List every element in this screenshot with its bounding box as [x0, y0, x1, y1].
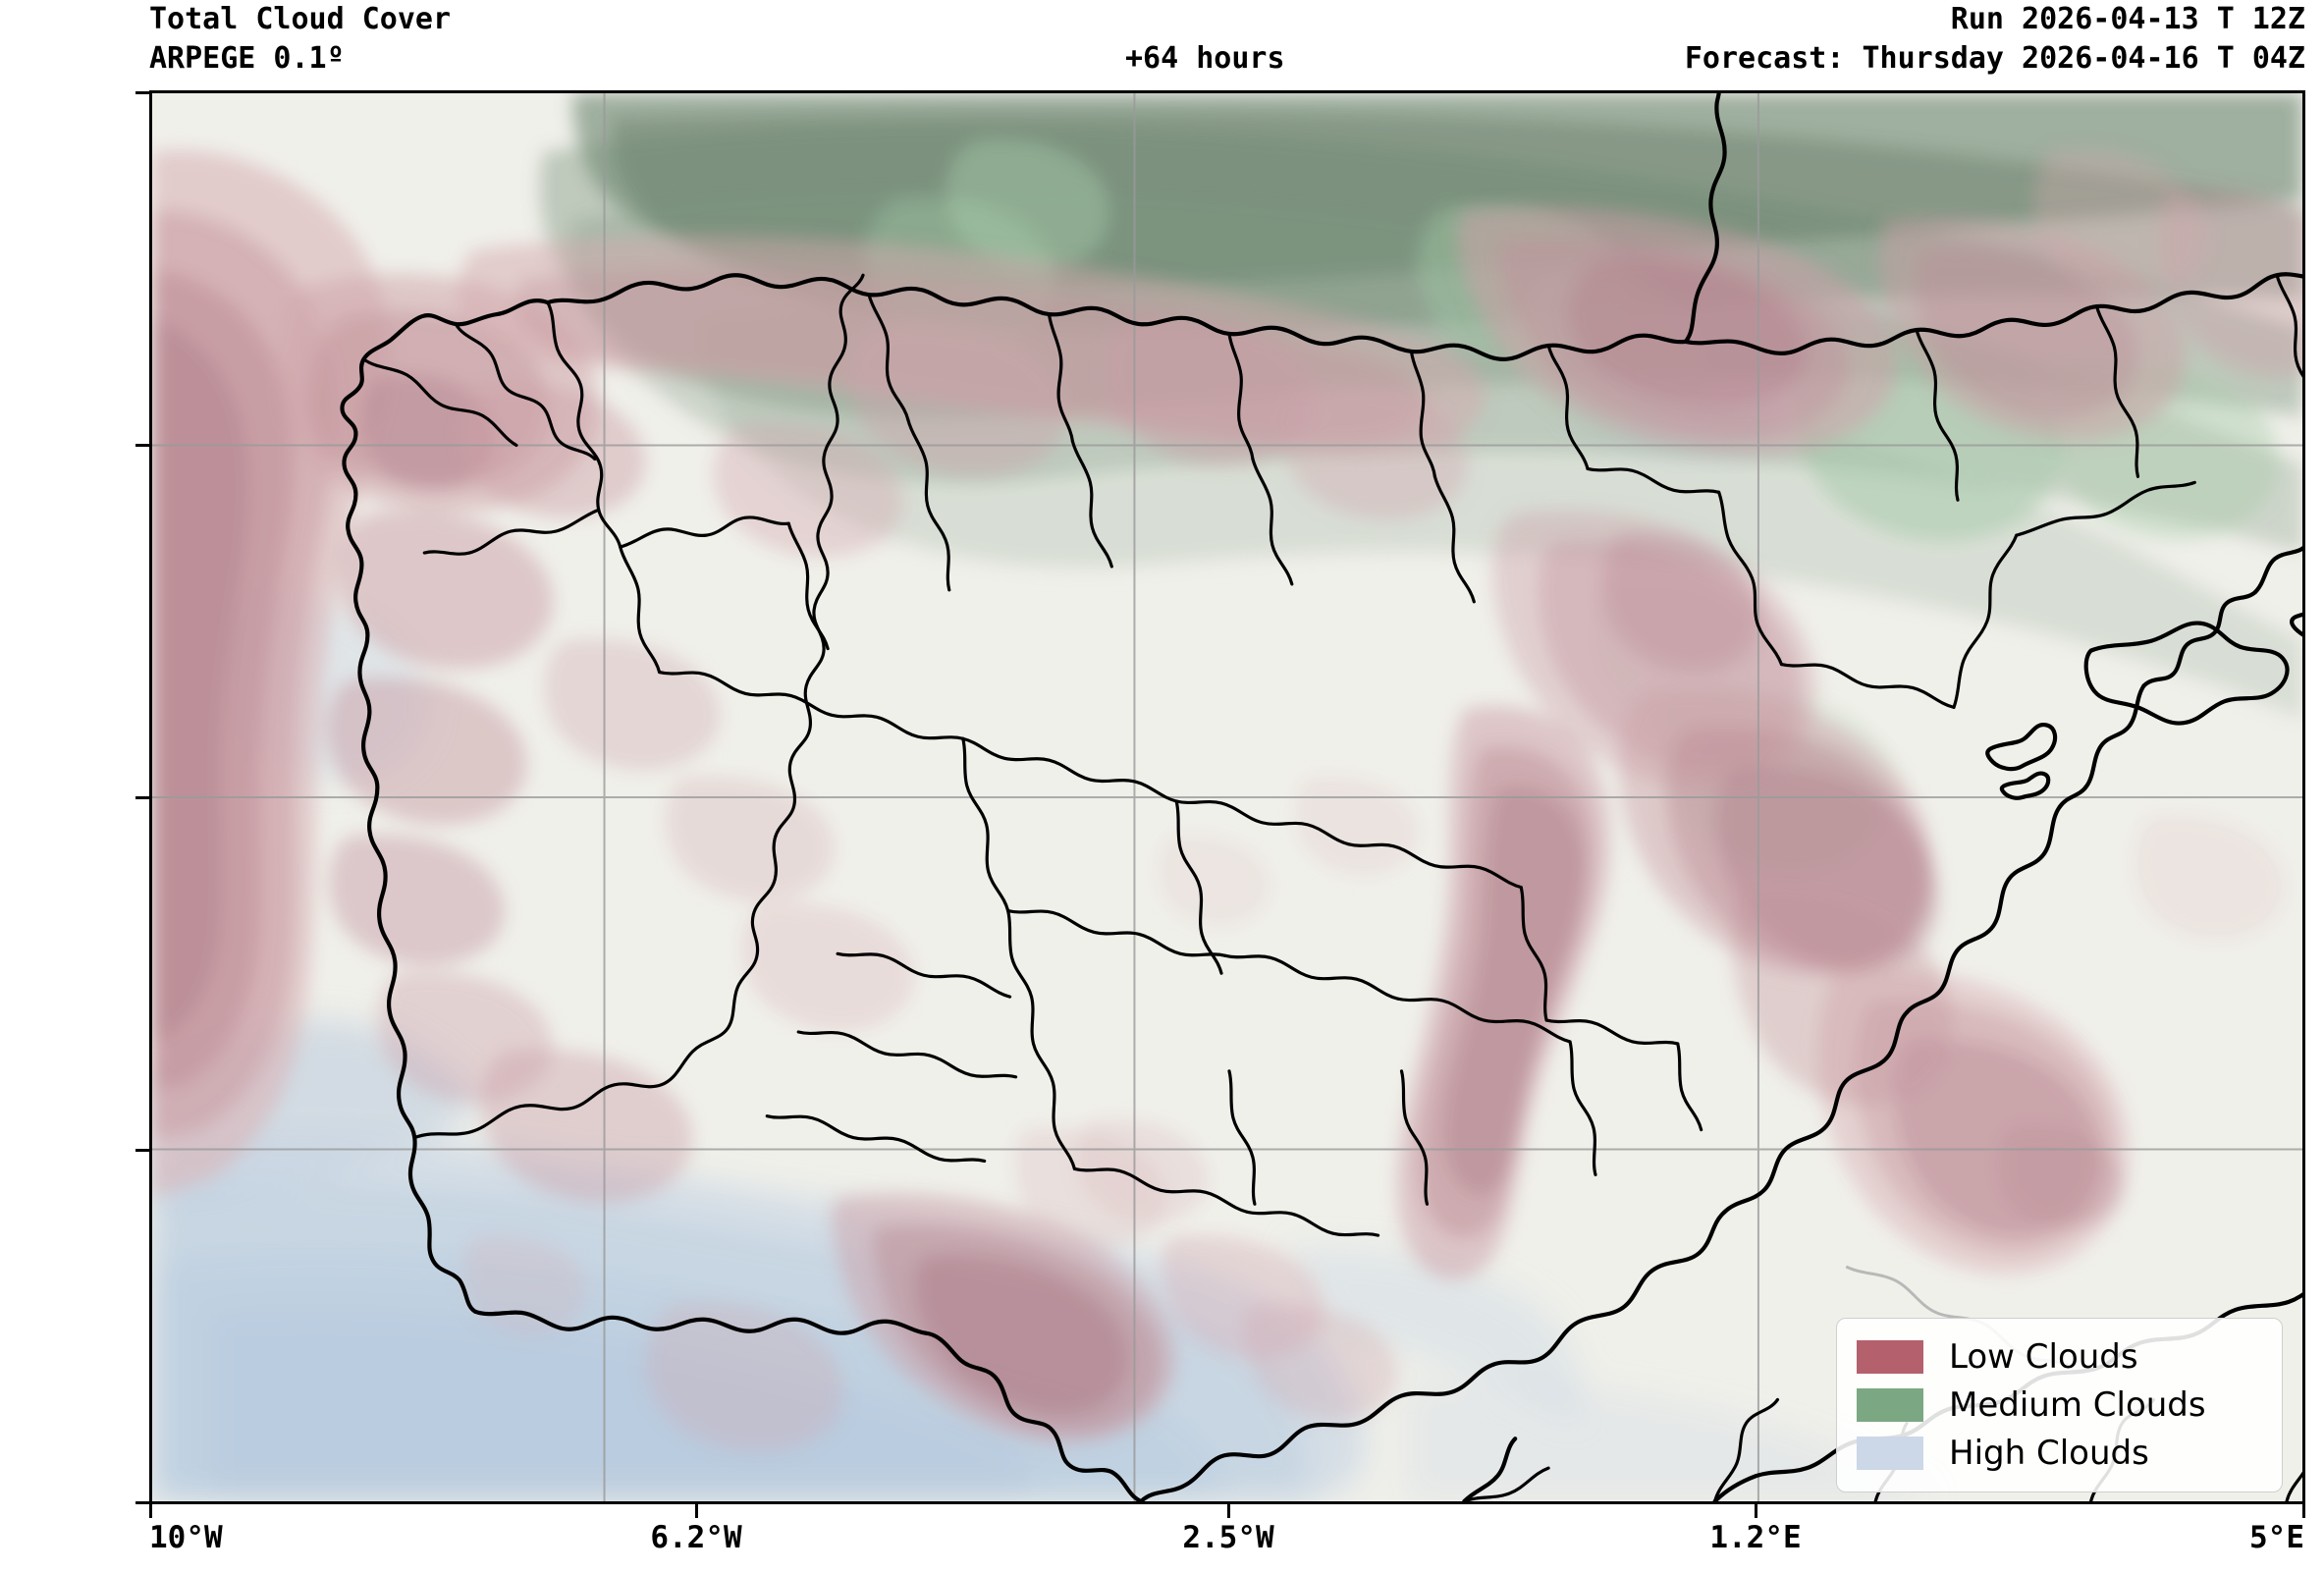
- map-plot-area: [149, 90, 2305, 1504]
- y-tick-1: [135, 444, 149, 447]
- x-tick-1: [695, 1504, 698, 1518]
- legend-item-low-clouds: Low Clouds: [1857, 1336, 2262, 1378]
- forecast-label: Forecast: Thursday 2026-04-16 T 04Z: [1684, 41, 2305, 76]
- legend-swatch-medium-clouds: [1857, 1388, 1923, 1422]
- x-tick-0: [149, 1504, 152, 1518]
- x-tick-2: [1227, 1504, 1230, 1518]
- map-gridlines: [152, 93, 2302, 1501]
- x-tick-label-62w: 6.2°W: [650, 1520, 742, 1555]
- x-tick-4: [2302, 1504, 2305, 1518]
- legend-label-high-clouds: High Clouds: [1949, 1434, 2149, 1473]
- run-label: Run 2026-04-13 T 12Z: [1950, 2, 2305, 36]
- legend-item-medium-clouds: Medium Clouds: [1857, 1384, 2262, 1426]
- province-border-layer: [361, 273, 2302, 1501]
- lead-time-label: +64 hours: [1125, 41, 1285, 76]
- legend-label-low-clouds: Low Clouds: [1949, 1337, 2138, 1377]
- x-tick-label-25w: 2.5°W: [1182, 1520, 1274, 1555]
- legend-label-medium-clouds: Medium Clouds: [1949, 1385, 2206, 1425]
- legend-item-high-clouds: High Clouds: [1857, 1433, 2262, 1474]
- legend-swatch-low-clouds: [1857, 1340, 1923, 1374]
- cloud-legend: Low Clouds Medium Clouds High Clouds: [1836, 1318, 2283, 1492]
- y-tick-4: [135, 1501, 149, 1504]
- model-label: ARPEGE 0.1º: [149, 41, 345, 76]
- x-tick-3: [1755, 1504, 1757, 1518]
- y-tick-0: [135, 91, 149, 94]
- cloud-field-layer: [152, 93, 2302, 1501]
- y-tick-2: [135, 796, 149, 799]
- legend-swatch-high-clouds: [1857, 1437, 1923, 1470]
- x-tick-label-12e: 1.2°E: [1709, 1520, 1802, 1555]
- page-title: Total Cloud Cover: [149, 2, 452, 36]
- x-tick-label-10w: 10°W: [149, 1520, 223, 1555]
- x-tick-label-5e: 5°E: [2249, 1520, 2304, 1555]
- low-clouds-field: [152, 149, 2302, 1452]
- y-tick-3: [135, 1149, 149, 1152]
